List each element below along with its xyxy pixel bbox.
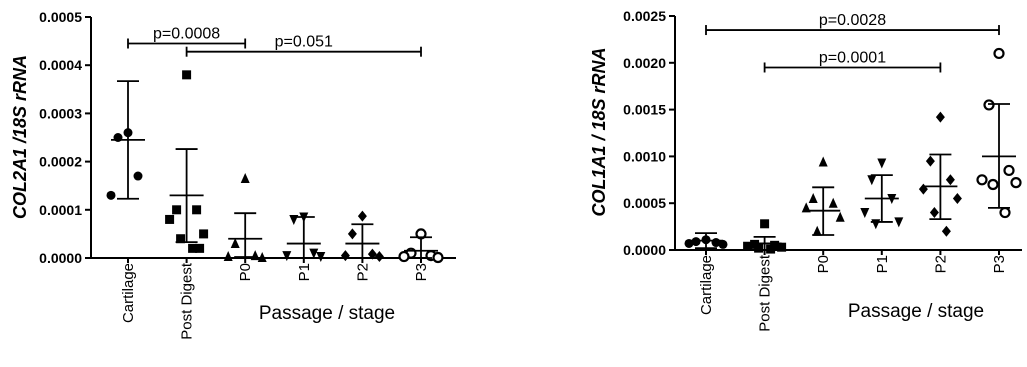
- data-point: [316, 252, 326, 263]
- data-point: [925, 155, 935, 167]
- data-point: [195, 243, 205, 253]
- data-point: [398, 250, 410, 263]
- data-point: [754, 243, 764, 253]
- data-point: [929, 207, 939, 219]
- data-point: [1010, 177, 1022, 189]
- y-tick-label: 0.0003: [39, 105, 82, 121]
- data-point: [367, 248, 377, 260]
- x-tick-label: P3: [991, 255, 1008, 273]
- data-point: [952, 193, 962, 205]
- data-point: [894, 217, 904, 228]
- x-tick-label: P0: [237, 263, 254, 281]
- data-point: [818, 156, 828, 167]
- data-point: [743, 241, 753, 251]
- data-point: [374, 251, 384, 263]
- data-point: [935, 111, 945, 123]
- x-tick-label: P0: [815, 255, 832, 273]
- x-tick-label: P2: [932, 255, 949, 273]
- x-tick-label: Post Digest: [757, 254, 774, 332]
- p-value-label: p=0.0028: [819, 12, 886, 29]
- data-point: [766, 244, 776, 254]
- x-tick-label: Post Digest: [179, 262, 196, 340]
- x-tick-label: P1: [874, 255, 891, 273]
- y-tick-label: 0.0010: [623, 148, 666, 164]
- data-point: [760, 219, 770, 229]
- x-axis-title: Passage / stage: [848, 301, 984, 322]
- y-tick-label: 0.0025: [623, 8, 666, 24]
- data-point: [188, 243, 198, 253]
- data-point: [176, 234, 186, 244]
- data-point: [812, 225, 822, 236]
- data-point: [230, 238, 240, 249]
- data-point: [182, 70, 192, 80]
- p-value-label: p=0.0001: [819, 49, 886, 66]
- y-tick-label: 0.0000: [623, 242, 666, 258]
- y-tick-label: 0.0005: [623, 195, 666, 211]
- chart-panel-2: 0.0000 0.0005 0.0010 0.0015 0.0020 0.0025 COL1…: [589, 8, 1022, 332]
- data-point: [133, 171, 143, 181]
- data-point: [777, 242, 787, 252]
- p-value-label: p=0.0008: [153, 26, 220, 43]
- data-point: [871, 219, 881, 230]
- data-point: [945, 174, 955, 186]
- x-tick-label: Cartilage: [698, 255, 715, 315]
- data-point: [918, 183, 928, 195]
- data-point: [718, 239, 728, 249]
- y-axis-title: COL2A1 /18S rRNA: [10, 55, 30, 219]
- data-point: [223, 251, 233, 262]
- x-tick-label: P2: [354, 263, 371, 281]
- data-point: [357, 210, 367, 222]
- p-value-label: p=0.051: [275, 34, 333, 51]
- chart-panel-1: 0.0000 0.0001 0.0002 0.0003 0.0004 0.0005 COL2…: [10, 9, 456, 340]
- data-point: [983, 99, 995, 111]
- data-point: [309, 248, 319, 259]
- data-point: [867, 175, 877, 186]
- data-point: [877, 158, 887, 169]
- y-tick-label: 0.0015: [623, 102, 666, 118]
- data-point: [941, 225, 951, 237]
- data-point: [199, 229, 209, 239]
- data-point: [1003, 164, 1015, 177]
- data-point: [987, 178, 999, 191]
- data-point: [976, 174, 988, 186]
- data-point: [340, 250, 350, 262]
- data-point: [432, 251, 444, 264]
- x-tick-label: Cartilage: [120, 263, 137, 323]
- data-point: [828, 197, 838, 208]
- y-tick-label: 0.0004: [39, 57, 82, 73]
- y-tick-label: 0.0002: [39, 154, 82, 170]
- data-point: [172, 205, 182, 215]
- data-point: [993, 47, 1005, 60]
- y-tick-label: 0.0000: [39, 250, 82, 266]
- y-tick-label: 0.0001: [39, 202, 82, 218]
- x-tick-label: P1: [296, 263, 313, 281]
- data-point: [835, 211, 845, 222]
- data-point: [250, 250, 260, 261]
- data-point: [106, 190, 116, 200]
- data-point: [691, 237, 701, 247]
- data-point: [999, 206, 1011, 219]
- data-point: [282, 251, 292, 262]
- x-axis-title: Passage / stage: [259, 303, 395, 324]
- x-tick-label: P3: [413, 263, 430, 281]
- data-point: [257, 252, 267, 263]
- data-point: [347, 228, 357, 240]
- data-point: [860, 208, 870, 219]
- data-point: [240, 172, 250, 183]
- y-axis-title: COL1A1 / 18S rRNA: [589, 47, 609, 216]
- data-point: [165, 214, 175, 224]
- y-tick-label: 0.0005: [39, 9, 82, 25]
- data-point: [192, 205, 202, 215]
- y-tick-label: 0.0020: [623, 55, 666, 71]
- data-point: [808, 193, 818, 204]
